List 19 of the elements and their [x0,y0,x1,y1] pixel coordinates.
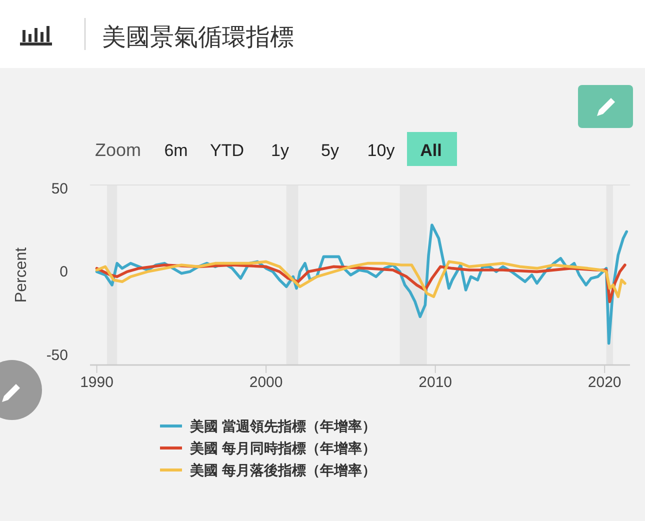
y-tick-label: 50 [51,180,68,198]
chart-title: 美國景氣循環指標 [102,24,294,51]
y-tick-label: 0 [60,264,68,281]
y-axis-title: Percent [13,246,30,303]
text: Zoom [94,140,142,160]
text: 1y [271,141,290,160]
text: 5y [321,141,340,160]
x-tick-label: 2010 [418,374,452,391]
text: All [420,141,442,160]
legend-label: 美國 當週領先指標（年增率） [189,418,376,434]
text: 6m [164,141,188,160]
text: YTD [210,141,244,160]
x-tick-label: 2020 [588,374,622,391]
legend-label: 美國 每月同時指標（年增率） [189,440,376,456]
x-tick-label: 2000 [249,374,283,391]
x-tick-label: 1990 [80,374,114,391]
legend-label: 美國 每月落後指標（年增率） [189,462,376,478]
text: 10y [367,141,396,160]
y-tick-label: -50 [46,347,68,364]
